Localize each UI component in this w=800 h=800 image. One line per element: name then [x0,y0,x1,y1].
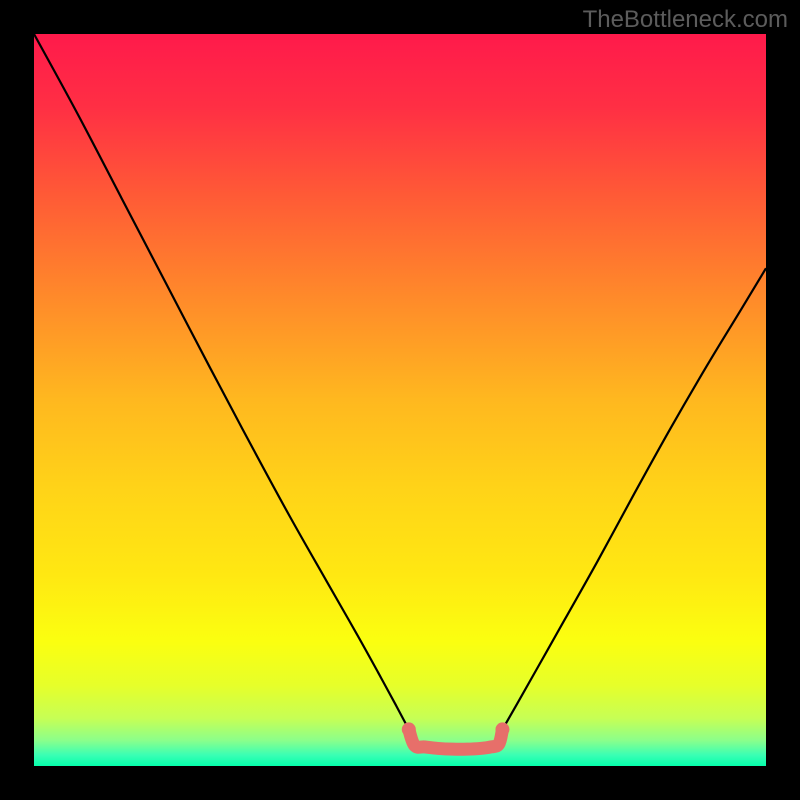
curve-layer [34,34,766,766]
plot-area [34,34,766,766]
watermark-text: TheBottleneck.com [583,6,788,34]
bottom-marker-dot-left [402,722,416,736]
chart-container: TheBottleneck.com [0,0,800,800]
bottom-marker-dot-right [495,722,509,736]
bottleneck-curve-right [502,268,766,729]
bottom-marker-line [409,729,503,749]
bottleneck-curve-left [34,34,409,729]
